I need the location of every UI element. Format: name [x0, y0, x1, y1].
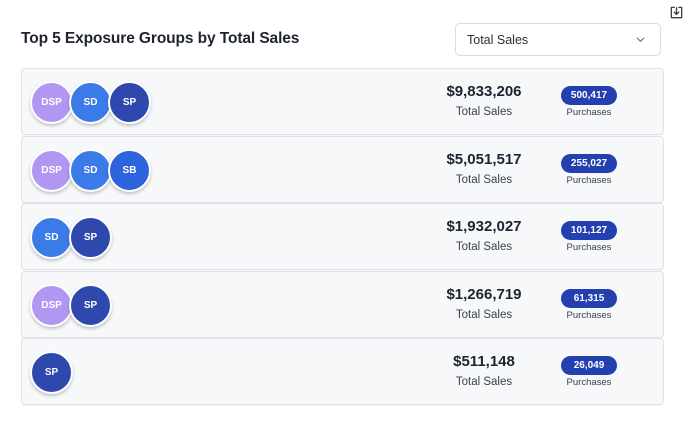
purchases-label: Purchases	[566, 242, 612, 253]
channel-circles: DSP SD SP	[30, 81, 151, 125]
download-icon	[670, 6, 682, 18]
channel-circles: SD SP	[30, 216, 112, 260]
sales-value: $1,932,027	[446, 218, 522, 235]
channel-circle: DSP	[30, 283, 73, 327]
purchases-block: 61,315 Purchases	[554, 288, 624, 321]
sales-block: $511,148 Total Sales	[422, 353, 546, 388]
purchases-block: 500,417 Purchases	[554, 85, 624, 118]
purchases-block: 255,027 Purchases	[554, 153, 624, 186]
purchases-badge: 255,027	[561, 153, 617, 173]
sales-label: Total Sales	[455, 106, 513, 118]
purchases-label: Purchases	[566, 377, 612, 388]
metric-select[interactable]: Total Sales	[455, 23, 661, 56]
channel-circle: SP	[30, 351, 73, 394]
download-button[interactable]	[667, 3, 685, 21]
sales-value: $511,148	[453, 353, 515, 370]
exposure-group-card: DSP SP $1,266,719 Total Sales 61,315 Pur…	[21, 270, 664, 338]
chevron-down-icon	[636, 37, 645, 42]
purchases-badge: 101,127	[561, 221, 617, 240]
sales-block: $1,266,719 Total Sales	[422, 286, 546, 321]
purchases-label: Purchases	[566, 107, 612, 118]
metric-select-value: Total Sales	[467, 32, 529, 47]
channel-circle: SD	[69, 81, 112, 124]
sales-label: Total Sales	[455, 173, 513, 186]
exposure-group-card: DSP SD SB $5,051,517 Total Sales 255,027…	[21, 135, 664, 203]
exposure-group-card: DSP SD SP $9,833,206 Total Sales 500,417…	[21, 68, 664, 135]
channel-circle: SD	[69, 148, 112, 192]
purchases-label: Purchases	[566, 309, 612, 321]
channel-circles: DSP SP	[30, 283, 112, 328]
purchases-block: 26,049 Purchases	[554, 355, 624, 388]
page-title: Top 5 Exposure Groups by Total Sales	[21, 30, 300, 47]
sales-block: $5,051,517 Total Sales	[422, 151, 546, 186]
channel-circles: SP	[30, 351, 73, 395]
sales-value: $1,266,719	[446, 285, 522, 303]
sales-value: $5,051,517	[446, 150, 522, 168]
channel-circle: DSP	[30, 81, 73, 124]
sales-block: $9,833,206 Total Sales	[422, 83, 546, 118]
channel-circle: SP	[69, 216, 112, 259]
purchases-badge: 26,049	[561, 356, 617, 375]
channel-circle: SB	[108, 148, 151, 192]
purchases-label: Purchases	[566, 174, 612, 186]
sales-label: Total Sales	[455, 308, 513, 321]
exposure-group-list: DSP SD SP $9,833,206 Total Sales 500,417…	[21, 68, 664, 406]
channel-circle: SP	[108, 81, 151, 124]
channel-circle: DSP	[30, 148, 73, 192]
channel-circle: SD	[30, 216, 73, 259]
sales-label: Total Sales	[455, 376, 513, 388]
sales-label: Total Sales	[455, 241, 513, 253]
purchases-badge: 500,417	[561, 86, 617, 105]
purchases-badge: 61,315	[561, 288, 617, 308]
sales-block: $1,932,027 Total Sales	[422, 218, 546, 253]
channel-circles: DSP SD SB	[30, 148, 151, 193]
exposure-group-card: SP $511,148 Total Sales 26,049 Purchases	[21, 338, 664, 405]
channel-circle: SP	[69, 283, 112, 327]
purchases-block: 101,127 Purchases	[554, 220, 624, 253]
sales-value: $9,833,206	[446, 83, 522, 100]
exposure-group-card: SD SP $1,932,027 Total Sales 101,127 Pur…	[21, 203, 664, 270]
